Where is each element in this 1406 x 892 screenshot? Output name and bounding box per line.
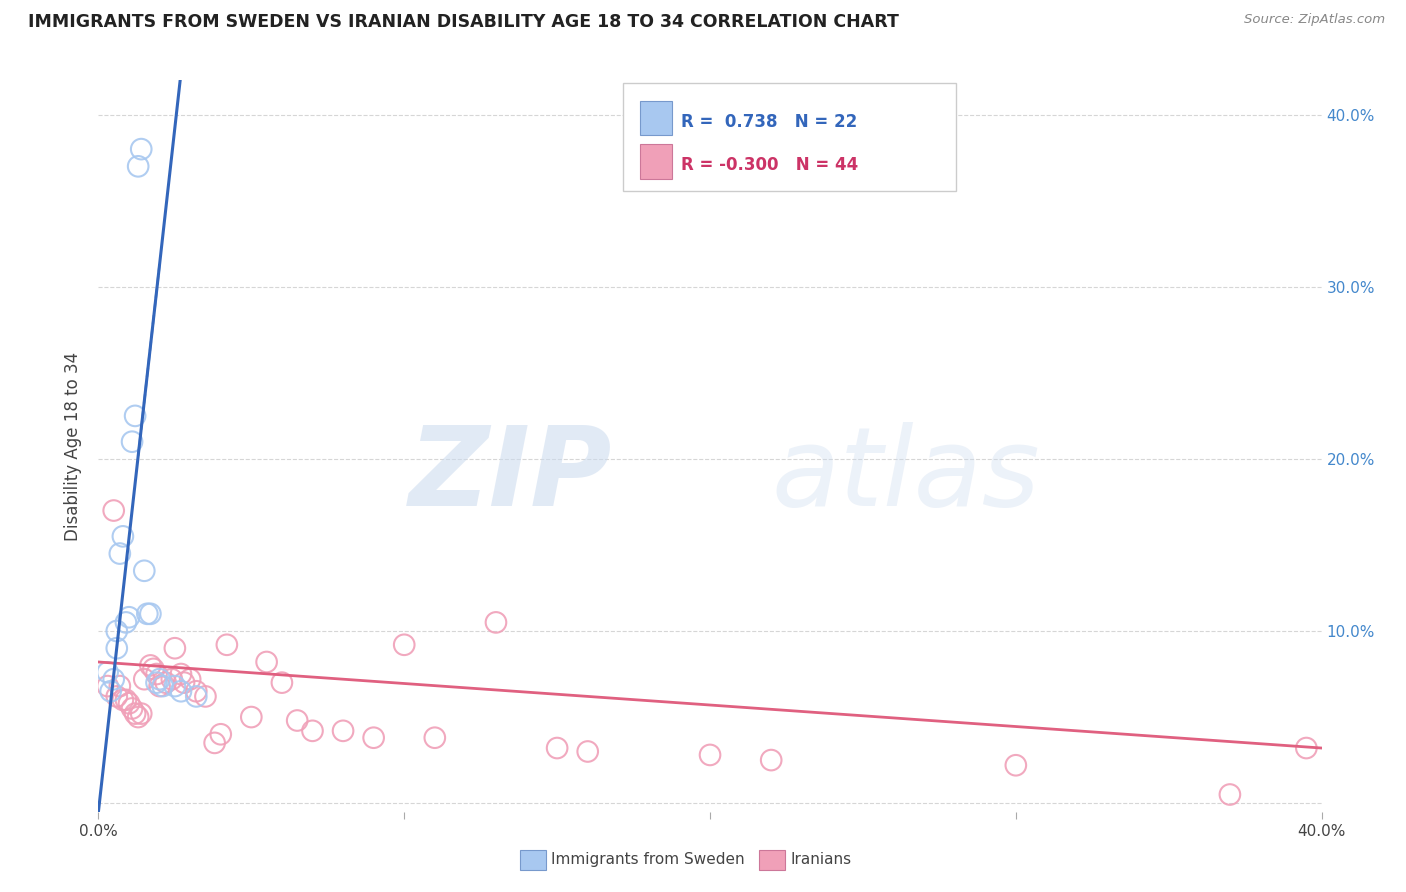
Point [485, 615, 508, 630]
Point [149, 672, 172, 686]
Point [115, 693, 138, 707]
Point [186, 690, 208, 704]
Text: atlas: atlas [772, 422, 1040, 529]
Point [111, 693, 134, 707]
Point [163, 679, 186, 693]
Point [118, 696, 141, 710]
Y-axis label: Disability Age 18 to 34: Disability Age 18 to 34 [65, 351, 83, 541]
Point [103, 672, 125, 686]
Point [127, 159, 149, 173]
Point [100, 684, 122, 698]
Point [759, 753, 782, 767]
Point [145, 675, 167, 690]
Point [97, 679, 120, 693]
Point [240, 710, 263, 724]
Point [105, 641, 128, 656]
Point [108, 679, 131, 693]
Point [97, 665, 120, 680]
Point [392, 638, 416, 652]
Point [256, 655, 278, 669]
Point [124, 409, 146, 423]
Point [546, 741, 568, 756]
Point [121, 701, 143, 715]
Point [152, 679, 174, 693]
Point [170, 684, 193, 698]
Text: ZIP: ZIP [409, 422, 612, 529]
Point [215, 638, 238, 652]
Point [363, 731, 385, 745]
Text: Immigrants from Sweden: Immigrants from Sweden [551, 853, 745, 867]
Point [204, 736, 226, 750]
Point [160, 672, 183, 686]
Point [1295, 741, 1317, 756]
Point [145, 667, 167, 681]
Text: Source: ZipAtlas.com: Source: ZipAtlas.com [1244, 13, 1385, 27]
Point [105, 690, 128, 704]
Text: Iranians: Iranians [790, 853, 851, 867]
Point [108, 547, 131, 561]
Text: R = -0.300   N = 44: R = -0.300 N = 44 [682, 156, 859, 174]
Point [111, 529, 134, 543]
Text: IMMIGRANTS FROM SWEDEN VS IRANIAN DISABILITY AGE 18 TO 34 CORRELATION CHART: IMMIGRANTS FROM SWEDEN VS IRANIAN DISABI… [28, 13, 898, 31]
Point [576, 744, 599, 758]
Point [134, 564, 156, 578]
Point [179, 672, 201, 686]
Point [186, 684, 208, 698]
Point [170, 667, 193, 681]
Point [163, 641, 186, 656]
Point [301, 723, 323, 738]
Point [136, 607, 159, 621]
Point [139, 658, 162, 673]
Point [270, 675, 292, 690]
Point [139, 607, 162, 621]
Point [103, 503, 125, 517]
Point [149, 679, 172, 693]
Point [173, 675, 195, 690]
Point [124, 706, 146, 721]
Point [194, 690, 217, 704]
Text: R =  0.738   N = 22: R = 0.738 N = 22 [682, 112, 858, 130]
Point [118, 610, 141, 624]
Point [115, 615, 138, 630]
Point [1004, 758, 1026, 772]
Point [285, 714, 308, 728]
Point [127, 710, 149, 724]
Point [209, 727, 232, 741]
Point [423, 731, 446, 745]
Point [142, 662, 165, 676]
Point [1219, 788, 1241, 802]
Point [121, 434, 143, 449]
Point [105, 624, 128, 638]
Point [155, 675, 177, 690]
Point [699, 747, 721, 762]
Point [332, 723, 354, 738]
Point [129, 142, 152, 156]
Point [129, 706, 152, 721]
Point [134, 672, 156, 686]
